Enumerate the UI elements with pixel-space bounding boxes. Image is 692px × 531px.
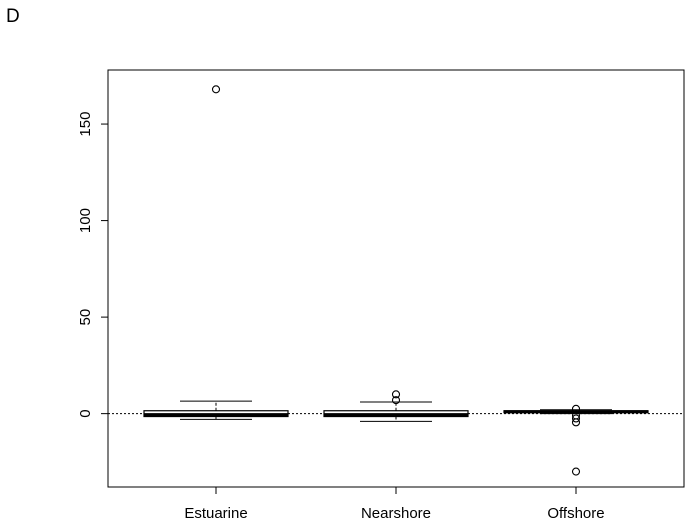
boxes-layer: [143, 85, 649, 476]
axes-layer: 0 50 100 150 Estuarine Nearshore Offshore: [77, 69, 685, 522]
outlier-point: [571, 418, 581, 427]
outlier-point: [211, 85, 221, 94]
y-tick-label: 0: [77, 409, 94, 417]
outlier-point: [391, 396, 401, 405]
box-nearshore: [323, 390, 469, 422]
outlier-point: [571, 414, 581, 423]
box-estuarine: [143, 85, 289, 420]
x-tick-label: Offshore: [547, 505, 604, 522]
outlier-point: [391, 390, 401, 399]
y-tick-label: 50: [77, 309, 94, 326]
x-tick-label: Estuarine: [184, 505, 247, 522]
x-tick-label: Nearshore: [361, 505, 431, 522]
panel-label: D: [6, 6, 20, 27]
outlier-point: [571, 467, 581, 476]
y-tick-label: 150: [77, 112, 94, 137]
y-tick-label: 100: [77, 208, 94, 233]
plot-frame: [107, 69, 685, 488]
box-offshore: [503, 404, 649, 476]
